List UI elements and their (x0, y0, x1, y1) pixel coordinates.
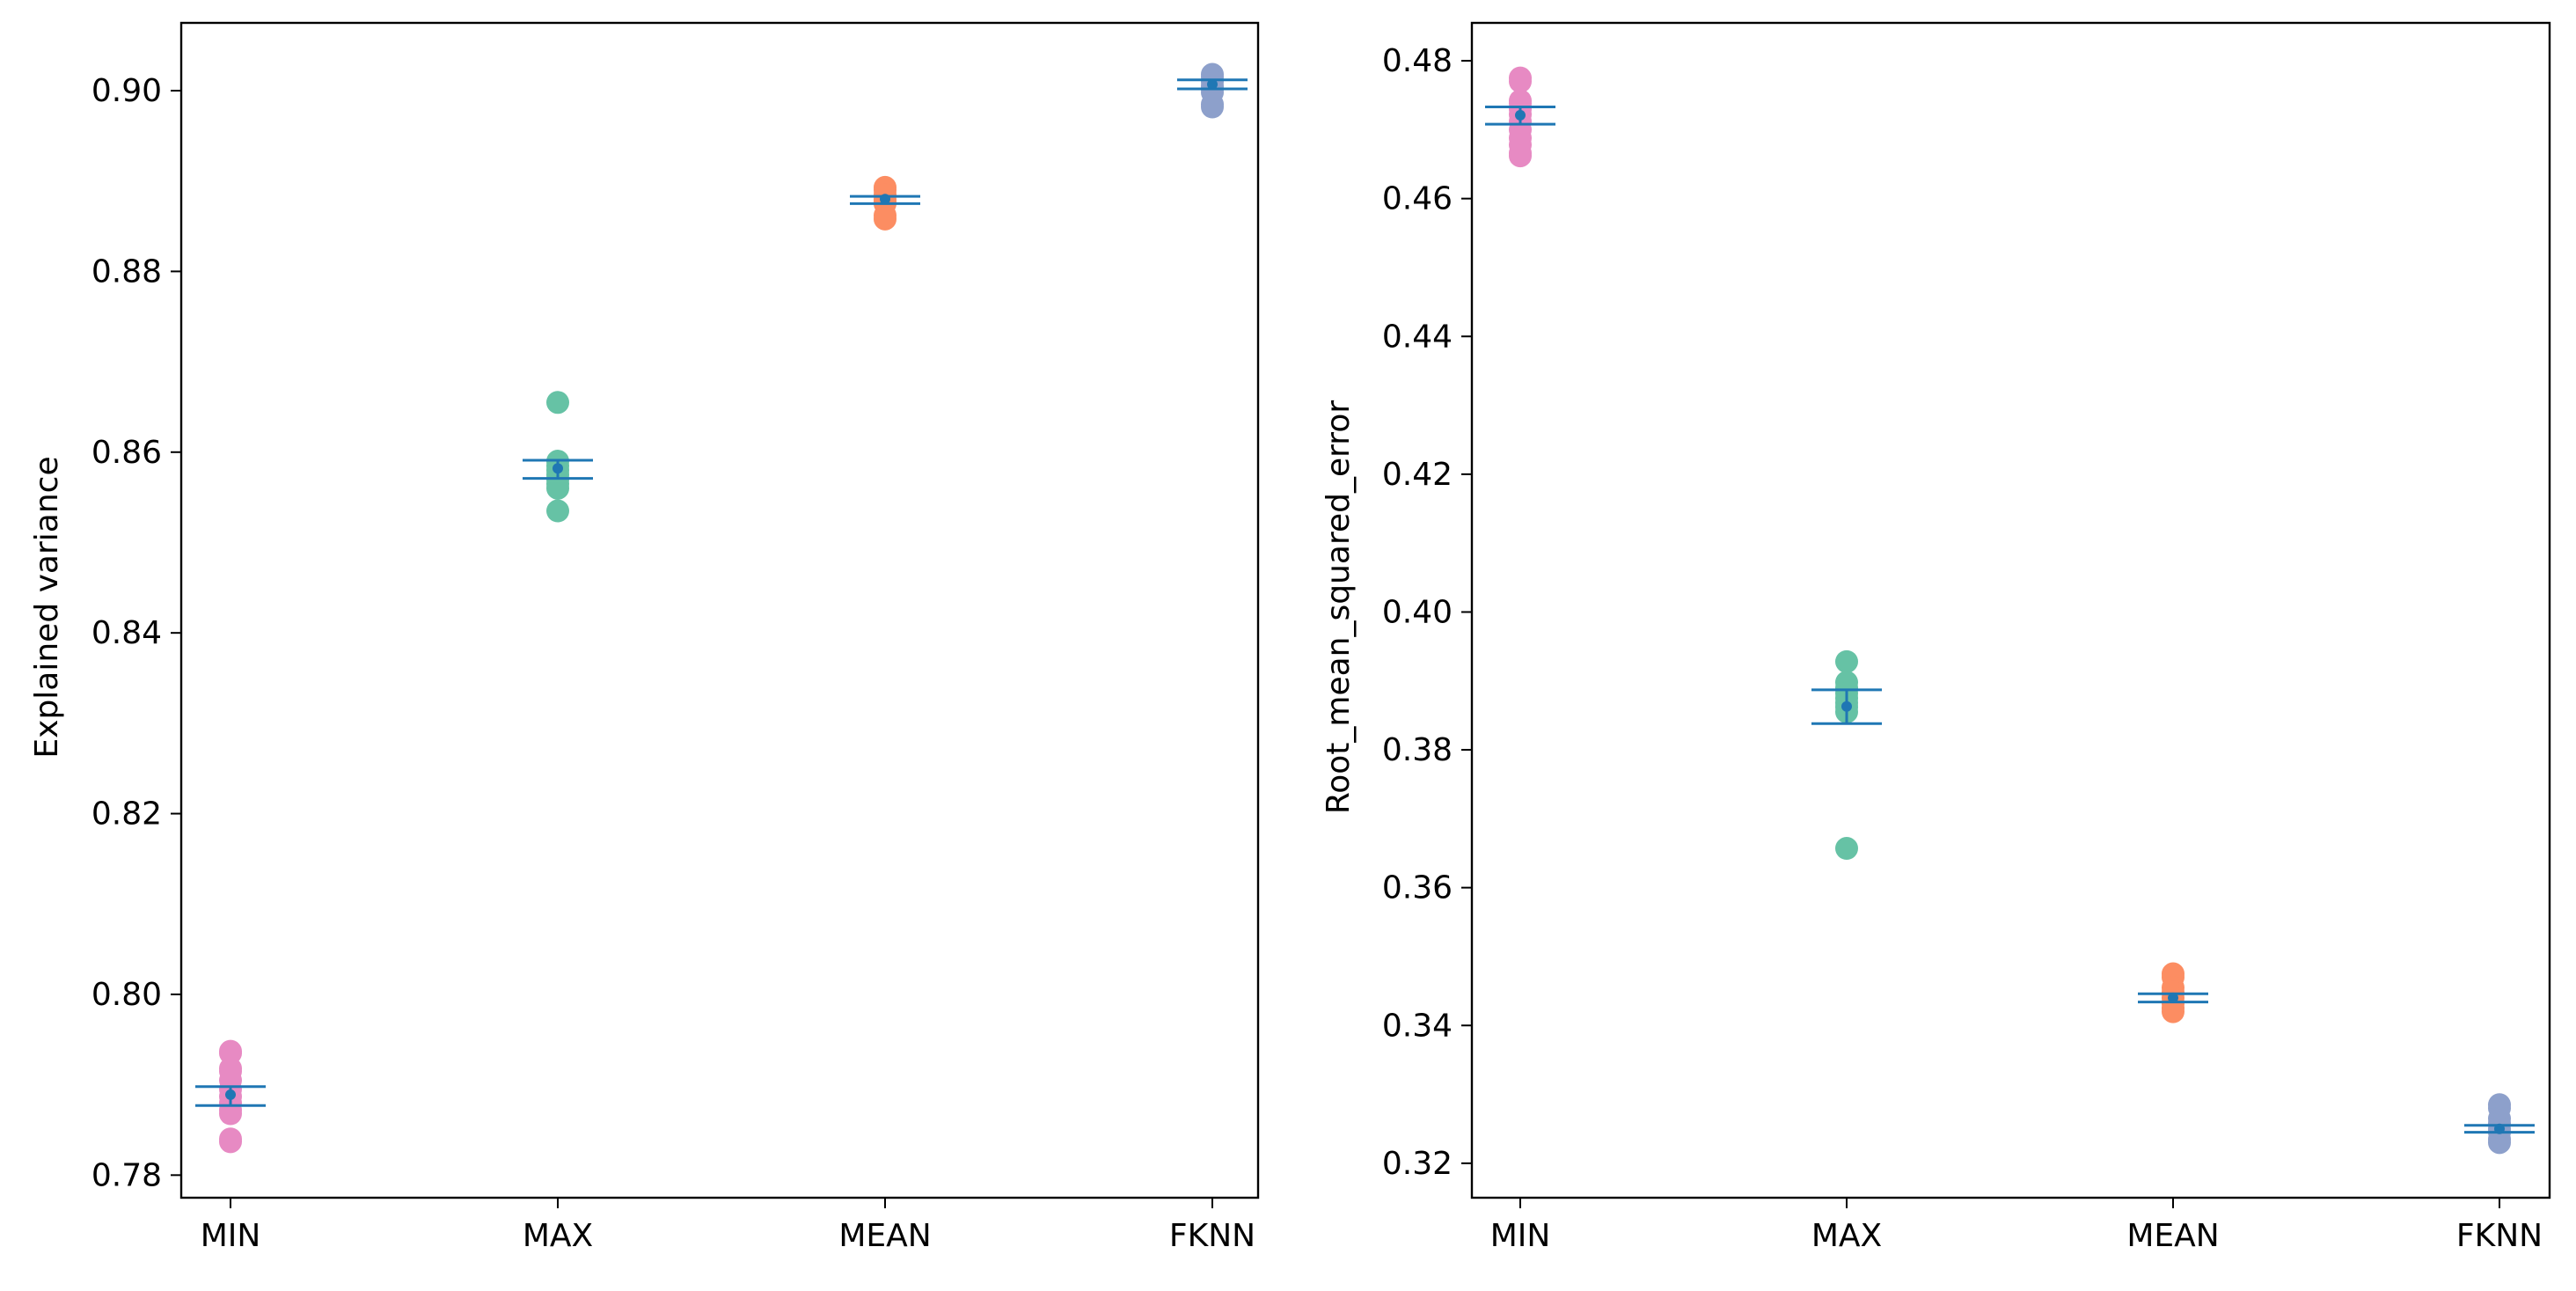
axes-frame (179, 21, 1260, 1199)
mean-marker (2494, 1123, 2505, 1134)
x-tick-label-min: MIN (201, 1218, 261, 1254)
x-tick-label-max: MAX (1811, 1218, 1882, 1254)
y-tick-label: 0.78 (91, 1157, 162, 1193)
mean-marker (1207, 78, 1218, 90)
x-tick-label-max: MAX (523, 1218, 593, 1254)
data-point-min (219, 1102, 242, 1126)
data-point-min (219, 1130, 242, 1154)
y-tick-label: 0.38 (1382, 732, 1453, 768)
y-tick-label: 0.40 (1382, 594, 1453, 630)
y-tick-label: 0.88 (91, 253, 162, 290)
y-tick-label: 0.32 (1382, 1146, 1453, 1182)
mean-marker (225, 1089, 236, 1100)
y-axis-title: Root_mean_squared_error (1321, 400, 1357, 815)
explained-variance-panel: Explained variance 0.78 0.80 0.82 0.84 0.86 0… (29, 21, 1260, 1254)
mean-marker (2168, 992, 2178, 1003)
data-point-min (1509, 70, 1532, 93)
data-point-fknn (2488, 1131, 2511, 1155)
y-tick-label: 0.80 (91, 977, 162, 1013)
mean-marker (1841, 701, 1852, 712)
data-point-min (219, 1039, 242, 1063)
axes-frame (1470, 21, 2551, 1199)
x-tick-label-fknn: FKNN (2456, 1218, 2543, 1254)
y-tick-label: 0.84 (91, 615, 162, 651)
y-axis-title: Explained variance (29, 456, 65, 758)
data-point-max (546, 499, 569, 523)
x-tick-label-mean: MEAN (838, 1218, 931, 1254)
y-tick-label: 0.48 (1382, 43, 1453, 79)
y-tick-label: 0.90 (91, 73, 162, 109)
data-point-mean (2162, 1000, 2184, 1023)
data-point-min (1509, 144, 1532, 168)
mean-marker (1515, 109, 1526, 121)
y-tick-label: 0.46 (1382, 181, 1453, 217)
mean-marker (880, 194, 890, 205)
data-point-max (546, 391, 569, 414)
rmse-panel: Root_mean_squared_error 0.32 0.34 0.36 0.38… (1321, 21, 2551, 1254)
y-tick-label: 0.34 (1382, 1008, 1453, 1044)
y-tick-label: 0.86 (91, 435, 162, 471)
data-point-max (1835, 837, 1858, 861)
x-tick-label-mean: MEAN (2126, 1218, 2219, 1254)
data-point-fknn (1201, 95, 1224, 119)
data-point-mean (874, 207, 896, 231)
x-tick-label-fknn: FKNN (1169, 1218, 1255, 1254)
y-tick-label: 0.36 (1382, 870, 1453, 906)
x-tick-label-min: MIN (1490, 1218, 1551, 1254)
y-tick-label: 0.82 (91, 796, 162, 833)
data-point-max (1835, 649, 1858, 673)
y-tick-label: 0.44 (1382, 319, 1453, 355)
data-point-max (546, 476, 569, 500)
y-tick-label: 0.42 (1382, 457, 1453, 493)
mean-marker (553, 463, 563, 474)
